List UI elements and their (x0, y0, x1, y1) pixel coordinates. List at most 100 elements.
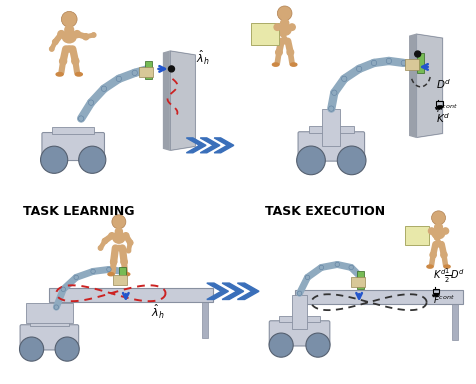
Bar (251, 23, 279, 45)
Circle shape (110, 259, 117, 265)
Bar (436, 101, 443, 106)
Circle shape (276, 49, 282, 56)
Bar (26, 303, 73, 323)
Text: $\hat{\lambda}_h$: $\hat{\lambda}_h$ (150, 303, 164, 321)
Circle shape (349, 265, 353, 270)
Bar (299, 304, 306, 340)
Bar (351, 277, 365, 287)
Circle shape (430, 252, 436, 258)
Circle shape (441, 252, 447, 258)
Circle shape (319, 265, 324, 270)
Bar (405, 226, 428, 245)
Circle shape (54, 305, 59, 310)
Circle shape (116, 76, 121, 81)
Circle shape (74, 275, 79, 280)
Text: $D^{d}$: $D^{d}$ (436, 77, 451, 91)
FancyBboxPatch shape (42, 132, 104, 161)
Circle shape (438, 242, 442, 246)
Text: $\hat{\lambda}_h$: $\hat{\lambda}_h$ (196, 48, 210, 67)
Circle shape (79, 146, 106, 173)
Polygon shape (238, 283, 259, 300)
Polygon shape (410, 34, 416, 137)
Circle shape (53, 39, 58, 45)
Circle shape (58, 31, 65, 38)
Circle shape (74, 31, 80, 38)
Circle shape (107, 267, 111, 271)
Bar (113, 275, 127, 285)
Circle shape (371, 60, 377, 66)
Bar (452, 304, 458, 340)
FancyBboxPatch shape (269, 321, 330, 346)
Circle shape (429, 230, 433, 234)
Circle shape (278, 6, 292, 21)
FancyBboxPatch shape (20, 325, 79, 350)
Circle shape (337, 146, 366, 175)
Ellipse shape (444, 265, 450, 268)
Circle shape (432, 211, 446, 225)
Circle shape (128, 240, 133, 245)
Bar (322, 109, 340, 146)
Circle shape (274, 24, 280, 30)
Circle shape (61, 12, 77, 27)
Circle shape (83, 34, 89, 40)
Circle shape (269, 333, 293, 357)
Circle shape (55, 337, 79, 361)
Circle shape (99, 246, 103, 250)
Ellipse shape (432, 228, 445, 239)
Circle shape (120, 269, 125, 274)
Circle shape (146, 66, 151, 71)
Circle shape (91, 33, 96, 37)
Bar (139, 67, 153, 77)
Circle shape (401, 60, 407, 66)
Ellipse shape (124, 273, 130, 276)
Bar (405, 59, 419, 70)
Circle shape (342, 76, 347, 81)
Bar (292, 295, 307, 329)
Polygon shape (164, 51, 170, 150)
Circle shape (306, 333, 330, 357)
Polygon shape (207, 283, 228, 300)
Polygon shape (416, 34, 443, 137)
Polygon shape (170, 51, 195, 150)
Circle shape (435, 223, 442, 231)
Bar (145, 61, 152, 79)
Ellipse shape (272, 63, 279, 66)
Bar (433, 289, 439, 293)
Circle shape (91, 269, 95, 274)
Circle shape (20, 337, 44, 361)
Ellipse shape (280, 38, 289, 44)
Circle shape (275, 26, 278, 30)
Circle shape (115, 228, 122, 235)
Circle shape (297, 146, 325, 175)
Bar (202, 302, 208, 338)
Ellipse shape (75, 73, 82, 76)
Circle shape (305, 275, 310, 280)
Bar (357, 271, 364, 289)
Circle shape (284, 39, 288, 43)
Bar (52, 127, 94, 134)
Ellipse shape (62, 31, 76, 43)
Circle shape (169, 66, 175, 72)
Text: $K^{d}\frac{1}{2}D^{d}$: $K^{d}\frac{1}{2}D^{d}$ (433, 267, 465, 285)
Bar (295, 290, 463, 304)
Ellipse shape (290, 63, 297, 66)
Bar (309, 126, 354, 133)
Bar (119, 267, 126, 283)
Text: TASK EXECUTION: TASK EXECUTION (265, 205, 386, 218)
Circle shape (61, 287, 66, 291)
Bar (30, 320, 69, 326)
Circle shape (123, 233, 129, 239)
Circle shape (101, 86, 107, 91)
Ellipse shape (113, 232, 125, 243)
Bar (279, 316, 320, 322)
Ellipse shape (427, 265, 433, 268)
Ellipse shape (278, 24, 291, 35)
Circle shape (109, 233, 115, 239)
Circle shape (89, 100, 94, 105)
Circle shape (102, 238, 108, 243)
Polygon shape (222, 283, 244, 300)
Circle shape (40, 146, 68, 173)
Text: $F^{cont}$: $F^{cont}$ (436, 102, 457, 114)
Circle shape (126, 248, 131, 253)
Text: TASK LEARNING: TASK LEARNING (23, 205, 135, 218)
